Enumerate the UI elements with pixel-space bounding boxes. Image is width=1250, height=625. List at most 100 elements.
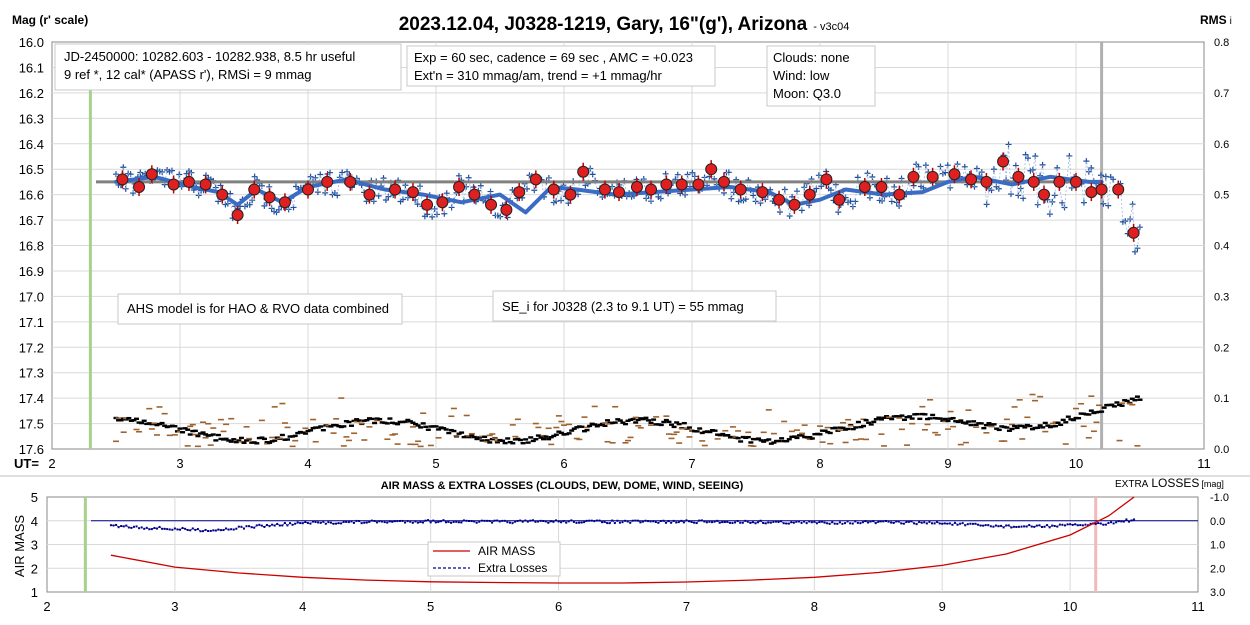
binned-points [116,152,1140,242]
loss-point [419,520,422,523]
x-tick-label: 3 [176,456,183,471]
raw-point [339,169,346,176]
binned-point [363,188,376,201]
loss-point [1051,524,1054,527]
loss-point [1035,524,1038,527]
loss-point [869,520,872,523]
airmass-ticks: 1 2 3 4 5 [31,490,38,600]
loss-point [158,525,161,528]
binned-point [1053,175,1066,188]
binned-point [980,175,993,188]
exposure-line-1: Exp = 60 sec, cadence = 69 sec , AMC = +… [414,50,693,65]
loss-point [122,525,125,528]
loss-point [716,519,719,522]
x-tick-label: 5 [432,456,439,471]
loss-point [606,522,609,525]
airmass-tick-label: 5 [31,490,38,505]
loss-point [524,519,527,522]
binned-point [630,180,643,193]
loss-point [557,520,560,523]
loss-point [662,519,665,522]
loss-point [644,519,647,522]
bottom-markers [83,497,1098,592]
x-tick-label: 10 [1063,599,1077,614]
legend-airmass-label: AIR MASS [478,544,535,558]
loss-point [749,521,752,524]
jd-line-1: JD-2450000: 10282.603 - 10282.938, 8.5 h… [64,49,355,64]
loss-point [391,520,394,523]
loss-point [299,522,302,525]
binned-point [116,173,129,186]
binned-point [547,183,560,196]
loss-point [1012,525,1015,528]
loss-point [117,526,120,529]
loss-point [790,521,793,524]
loss-point [153,526,156,529]
y-tick-label: 16.0 [19,35,44,50]
loss-point [698,519,701,522]
binned-point [133,180,146,193]
loss-point [723,521,726,524]
binned-point [820,173,833,186]
y-tick-label: 16.7 [19,213,44,228]
moon-text: Moon: Q3.0 [773,86,841,101]
loss-point [1097,522,1100,525]
loss-point [979,524,982,527]
binned-point [833,193,846,206]
conditions-box: Clouds: none Wind: low Moon: Q3.0 [766,45,876,107]
loss-point [785,522,788,525]
binned-point [577,165,590,178]
loss-point [1099,522,1102,525]
loss-point [434,521,437,524]
loss-point [429,521,432,524]
airmass-tick-label: 2 [31,561,38,576]
airmass-tick-label: 1 [31,585,38,600]
y-right-tick-label: 0.1 [1214,393,1229,405]
binned-point [436,196,449,209]
version-tag: - v3c04 [813,21,849,33]
y-tick-label: 16.8 [19,239,44,254]
y-right-tick-label: 0.6 [1214,139,1229,151]
y-right-tick-label: 0.0 [1214,444,1229,456]
y-tick-label: 16.9 [19,264,44,279]
loss-point [900,522,903,525]
binned-point [997,155,1010,168]
raw-point [1136,224,1143,231]
loss-point [1074,523,1077,526]
airmass-tick-label: 3 [31,538,38,553]
loss-point [155,527,158,530]
binned-point [1012,170,1025,183]
binned-point [858,180,871,193]
loss-point [519,519,522,522]
x-tick-label: 6 [560,456,567,471]
loss-point [787,522,790,525]
loss-point [1010,526,1013,529]
loss-point [757,521,760,524]
binned-point [893,188,906,201]
loss-point [199,530,202,533]
loss-point [271,523,274,526]
loss-point [150,528,153,531]
binned-point [145,168,158,181]
loss-point [488,519,491,522]
loss-point [905,520,908,523]
loss-point [191,527,194,530]
loss-point [611,519,614,522]
loss-point [526,520,529,523]
loss-point [439,520,442,523]
airmass-series [110,496,1135,584]
loss-point [764,522,767,525]
loss-point [636,519,639,522]
loss-point [1038,524,1041,527]
loss-point [583,521,586,524]
loss-point [682,521,685,524]
loss-point [112,524,115,527]
loss-point [1076,524,1079,527]
loss-point [496,519,499,522]
binned-point [1070,175,1082,188]
loss-point [867,521,870,524]
rms-label-suffix: i [1230,16,1232,27]
exposure-line-2: Ext'n = 310 mmag/am, trend = +1 mmag/hr [414,68,662,83]
loss-point [273,524,276,527]
